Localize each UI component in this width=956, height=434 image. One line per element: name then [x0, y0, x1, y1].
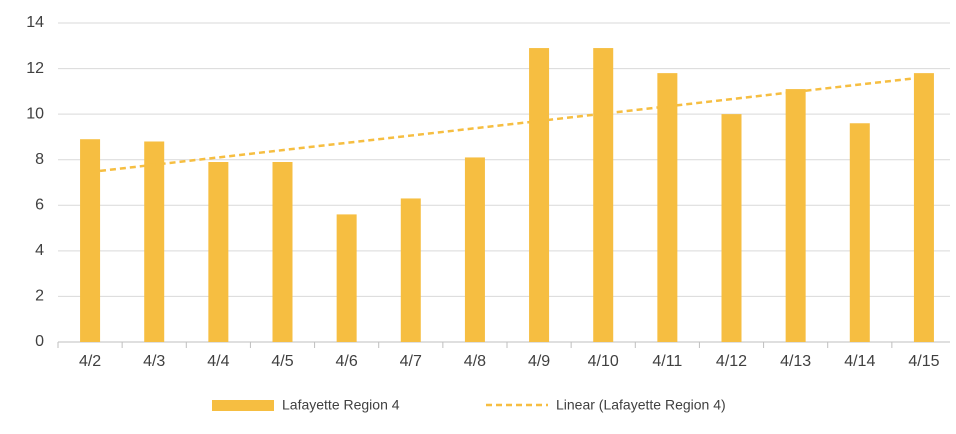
bar	[464, 157, 485, 342]
bar	[80, 139, 101, 342]
bar	[529, 48, 550, 343]
bar	[657, 73, 678, 342]
y-tick-label: 0	[35, 333, 44, 350]
x-tick-label: 4/10	[588, 353, 619, 370]
bar	[272, 161, 293, 342]
y-tick-label: 6	[35, 197, 44, 214]
y-tick-label: 8	[35, 151, 44, 168]
x-tick-label: 4/7	[400, 353, 422, 370]
y-tick-label: 14	[26, 14, 44, 31]
y-tick-label: 12	[26, 60, 44, 77]
bar	[400, 198, 421, 342]
x-tick-label: 4/4	[207, 353, 229, 370]
x-tick-label: 4/8	[464, 353, 486, 370]
x-tick-label: 4/12	[716, 353, 747, 370]
x-tick-label: 4/2	[79, 353, 101, 370]
x-tick-label: 4/3	[143, 353, 165, 370]
x-tick-label: 4/11	[652, 353, 682, 370]
bar	[721, 114, 742, 343]
bar	[785, 89, 806, 342]
bar	[336, 214, 357, 342]
x-tick-label: 4/5	[271, 353, 293, 370]
x-tick-label: 4/14	[844, 353, 875, 370]
legend-label: Lafayette Region 4	[282, 397, 400, 413]
x-tick-label: 4/9	[528, 353, 550, 370]
y-tick-label: 2	[35, 288, 44, 305]
x-tick-label: 4/13	[780, 353, 811, 370]
y-tick-label: 10	[26, 105, 44, 122]
bar	[849, 123, 870, 342]
bar	[208, 161, 229, 342]
x-tick-label: 4/6	[336, 353, 358, 370]
legend-swatch	[212, 400, 274, 411]
y-tick-label: 4	[35, 242, 44, 259]
bar	[144, 141, 165, 342]
x-tick-label: 4/15	[908, 353, 939, 370]
bar	[593, 48, 614, 343]
legend-label: Linear (Lafayette Region 4)	[556, 397, 726, 413]
bar	[913, 73, 934, 342]
